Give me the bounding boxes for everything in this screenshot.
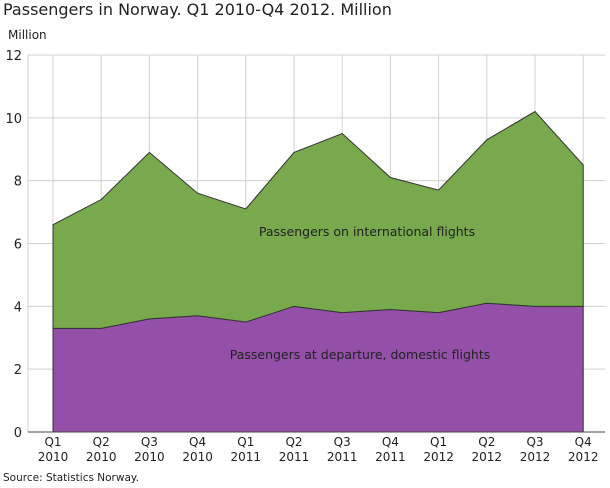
series-label: Passengers on international flights (259, 224, 475, 239)
x-tick-label: Q4 2012 (568, 435, 599, 464)
series-label: Passengers at departure, domestic flight… (230, 347, 491, 362)
x-tick-label: Q2 2012 (472, 435, 503, 464)
y-tick-label: 6 (14, 238, 22, 253)
y-tick-label: 8 (14, 175, 22, 190)
x-tick-label: Q1 2011 (231, 435, 262, 464)
x-tick-label: Q3 2012 (520, 435, 551, 464)
x-tick-label: Q4 2010 (182, 435, 213, 464)
y-tick-label: 0 (14, 426, 22, 441)
x-tick-label: Q2 2011 (279, 435, 310, 464)
x-tick-label: Q2 2010 (86, 435, 117, 464)
y-tick-label: 10 (5, 112, 22, 127)
y-axis-label: Million (8, 28, 47, 42)
x-tick-label: Q1 2010 (38, 435, 69, 464)
area-series-1 (52, 110, 584, 329)
x-tick-label: Q1 2012 (423, 435, 454, 464)
chart-title: Passengers in Norway. Q1 2010-Q4 2012. M… (3, 0, 392, 19)
source-note: Source: Statistics Norway. (3, 472, 139, 484)
y-tick-label: 4 (14, 300, 22, 315)
x-tick-label: Q3 2010 (134, 435, 165, 464)
y-tick-label: 12 (5, 49, 22, 64)
x-tick-label: Q4 2011 (375, 435, 406, 464)
x-tick-label: Q3 2011 (327, 435, 358, 464)
y-tick-label: 2 (14, 363, 22, 378)
